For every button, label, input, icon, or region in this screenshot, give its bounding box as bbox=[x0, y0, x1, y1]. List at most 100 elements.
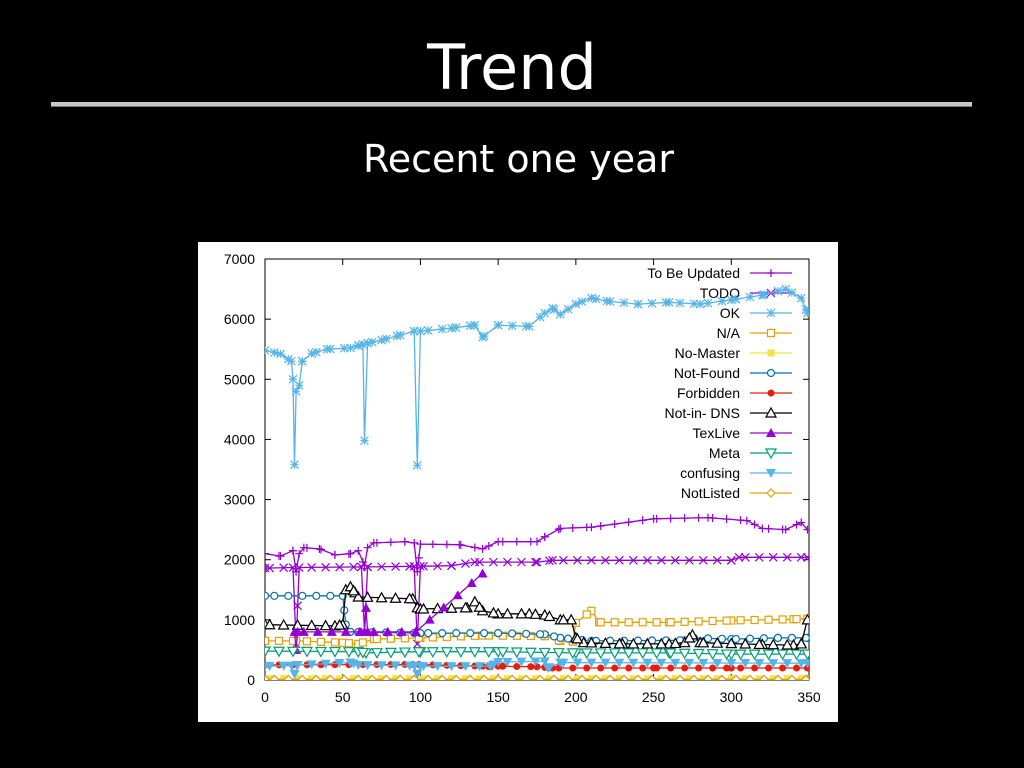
legend-marker-notlisted bbox=[766, 488, 776, 498]
data-point-confusing bbox=[286, 661, 297, 671]
series-marker-not-found bbox=[773, 633, 783, 642]
legend-label-texlive: TexLive bbox=[693, 425, 741, 441]
series-marker-texlive bbox=[298, 626, 309, 636]
series-marker-confusing bbox=[362, 661, 373, 671]
series-marker-todo bbox=[321, 562, 331, 572]
series-marker-notlisted bbox=[479, 674, 490, 680]
series-marker-todo bbox=[447, 561, 456, 571]
series-marker-not-in-dns bbox=[725, 637, 738, 649]
series-marker-no-master bbox=[531, 675, 539, 680]
series-marker-to-be-updated bbox=[568, 523, 577, 532]
data-point-confusing bbox=[493, 657, 504, 667]
legend-marker-forbidden bbox=[767, 389, 775, 397]
series-marker-ok bbox=[591, 294, 601, 304]
series-marker-confusing bbox=[656, 658, 667, 668]
series-marker-no-master bbox=[322, 675, 330, 680]
chart-panel: 0 1000 2000 3000 4000 5000 6000 7000 0 50 100 150 20… bbox=[198, 242, 838, 722]
series-marker-todo bbox=[558, 555, 568, 565]
series-marker-not-in-dns bbox=[627, 637, 640, 649]
series-marker-meta bbox=[384, 647, 397, 659]
series-marker-ok bbox=[507, 321, 517, 331]
series-marker-no-master bbox=[378, 675, 386, 680]
series-marker-no-master bbox=[615, 675, 623, 680]
data-point-to-be-updated bbox=[556, 524, 565, 533]
series-marker-forbidden bbox=[681, 664, 689, 672]
series-marker-no-master bbox=[517, 675, 525, 680]
series-marker-ok bbox=[731, 294, 741, 304]
series-marker-meta bbox=[482, 647, 495, 658]
series-marker-confusing bbox=[306, 660, 317, 670]
series-marker-meta bbox=[440, 647, 453, 658]
series-marker-ok bbox=[409, 326, 419, 336]
series-marker-not-in-dns bbox=[655, 637, 668, 649]
series-marker-to-be-updated bbox=[680, 514, 689, 523]
data-point-ok bbox=[586, 293, 596, 303]
data-point-not-found bbox=[265, 591, 270, 600]
series-marker-todo bbox=[531, 557, 540, 567]
series-marker-forbidden bbox=[569, 664, 577, 672]
series-marker-notlisted bbox=[619, 674, 629, 680]
series-marker-notlisted bbox=[381, 674, 392, 680]
x-tick-label: 50 bbox=[335, 689, 351, 705]
series-marker-n-a bbox=[624, 618, 633, 627]
series-marker-not-in-dns bbox=[585, 636, 598, 648]
data-point-ok bbox=[412, 460, 422, 470]
series-marker-confusing bbox=[278, 661, 289, 671]
series-marker-confusing bbox=[642, 658, 653, 668]
series-marker-confusing bbox=[446, 662, 457, 672]
series-marker-meta bbox=[664, 648, 677, 660]
series-marker-confusing bbox=[488, 660, 499, 670]
data-point-ok bbox=[265, 345, 270, 355]
series-marker-notlisted bbox=[311, 674, 322, 680]
series-marker-not-in-dns bbox=[305, 619, 318, 631]
series-marker-not-in-dns bbox=[543, 610, 556, 622]
series-marker-no-master bbox=[713, 675, 721, 680]
data-point-not-in-dns bbox=[352, 590, 365, 602]
series-marker-to-be-updated bbox=[512, 537, 521, 546]
series-marker-to-be-updated bbox=[302, 543, 311, 552]
series-marker-confusing bbox=[390, 661, 401, 671]
data-point-ok bbox=[288, 374, 298, 384]
series-marker-no-master bbox=[434, 675, 442, 680]
series-marker-todo bbox=[712, 555, 722, 565]
series-marker-not-in-dns bbox=[333, 618, 346, 630]
series-marker-meta bbox=[622, 648, 635, 660]
series-marker-todo bbox=[656, 555, 666, 565]
data-point-ok bbox=[363, 338, 373, 348]
title-underline bbox=[51, 102, 972, 107]
series-marker-to-be-updated bbox=[624, 518, 633, 527]
series-marker-todo bbox=[489, 557, 498, 567]
series-marker-ok bbox=[689, 299, 699, 309]
series-marker-n-a bbox=[344, 639, 354, 648]
y-tick-label: 2000 bbox=[224, 552, 255, 568]
series-marker-meta bbox=[608, 648, 621, 660]
series-marker-notlisted bbox=[675, 674, 685, 680]
data-point-to-be-updated bbox=[797, 518, 806, 527]
series-marker-not-in-dns bbox=[265, 618, 276, 630]
series-marker-meta bbox=[342, 647, 355, 658]
series-marker-notlisted bbox=[339, 674, 350, 680]
series-marker-forbidden bbox=[667, 664, 675, 672]
series-marker-no-master bbox=[308, 675, 316, 680]
series-marker-ok bbox=[801, 304, 809, 314]
series-marker-no-master bbox=[671, 675, 679, 680]
series-marker-meta bbox=[398, 647, 411, 659]
series-marker-no-master bbox=[448, 675, 456, 680]
series-marker-notlisted bbox=[577, 674, 587, 680]
x-tick-label: 150 bbox=[486, 689, 510, 705]
data-point-todo bbox=[288, 563, 298, 572]
series-marker-to-be-updated bbox=[330, 550, 339, 559]
series-marker-not-in-dns bbox=[599, 637, 612, 648]
data-point-todo bbox=[548, 555, 557, 565]
series-marker-todo bbox=[363, 562, 373, 572]
data-point-ok bbox=[286, 356, 296, 366]
series-marker-notlisted bbox=[731, 674, 741, 680]
series-marker-ok bbox=[465, 321, 475, 331]
series-marker-to-be-updated bbox=[582, 523, 591, 532]
data-point-not-in-dns bbox=[565, 613, 578, 625]
series-marker-todo bbox=[433, 561, 442, 571]
series-marker-forbidden bbox=[695, 664, 703, 672]
series-marker-not-in-dns bbox=[515, 607, 528, 619]
series-marker-no-master bbox=[280, 675, 288, 680]
series-marker-to-be-updated bbox=[736, 516, 745, 525]
